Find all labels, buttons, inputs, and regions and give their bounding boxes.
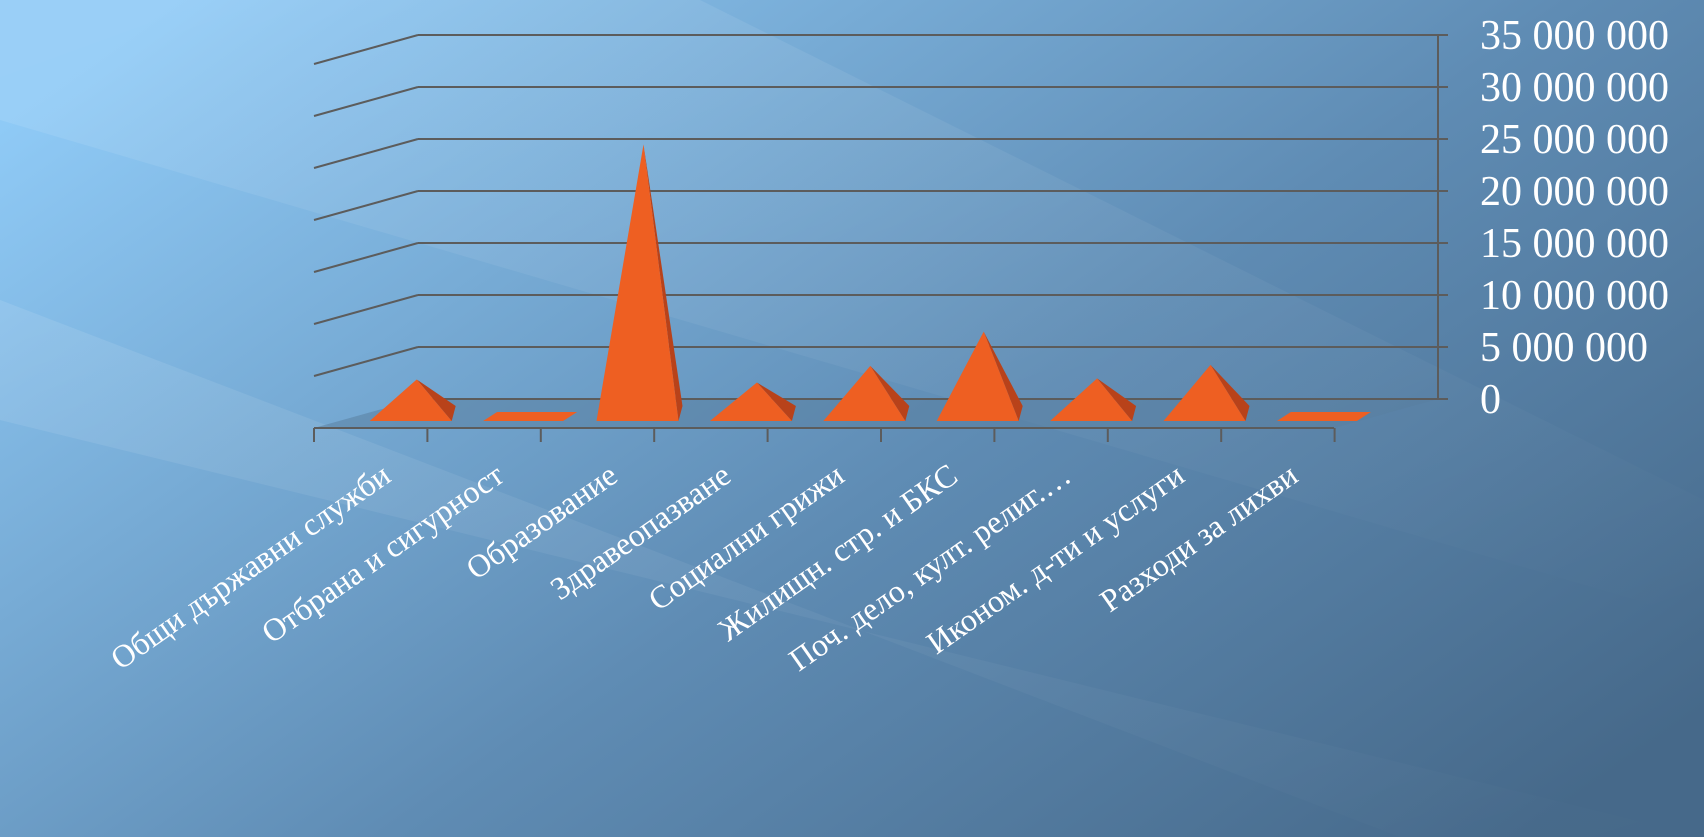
bar-side-face [643,144,683,421]
y-tick-label: 15 000 000 [1480,221,1669,267]
gridline-side [313,346,419,377]
bar-side-face [1210,364,1250,421]
bar-side-face [1097,378,1137,421]
bar-side-face [756,382,796,421]
y-tick-label: 5 000 000 [1480,325,1648,371]
bar [596,144,683,421]
bar-front-face [936,331,1019,421]
bar-front-face [1163,364,1246,421]
y-tick-label: 30 000 000 [1480,65,1669,111]
y-axis-ticks: 0 5 000 000 10 000 000 15 000 000 20 000 000… [1480,13,1669,423]
gridline-side [313,242,419,273]
bar-front-face [823,365,906,421]
y-tick-label: 20 000 000 [1480,169,1669,215]
bar-front-face [709,382,792,421]
bar [1050,378,1137,421]
y-tick-label: 0 [1480,377,1501,423]
bar-front-face [1050,378,1133,421]
bar [1276,412,1371,421]
bar-front-face [596,144,679,421]
gridline-side [313,294,419,325]
gridline-side [313,190,419,221]
gridline-side [313,138,419,169]
bar-face [1276,412,1371,421]
bar [369,379,456,421]
y-tick-label: 35 000 000 [1480,13,1669,59]
bar [823,365,910,421]
bar-side-face [870,365,910,421]
y-tick-label: 25 000 000 [1480,117,1669,163]
bar-face [483,412,578,421]
gridlines [313,34,1448,400]
background-streak [0,0,1704,620]
bar-side-face [416,379,456,421]
bar-side-face [983,331,1023,421]
bar [1163,364,1250,421]
y-tick-label: 10 000 000 [1480,273,1669,319]
bar [709,382,796,421]
bar [936,331,1023,421]
bar [483,412,578,421]
gridline-side [313,34,419,65]
bars [369,144,1371,421]
bar-front-face [369,379,452,421]
gridline-side [313,86,419,117]
